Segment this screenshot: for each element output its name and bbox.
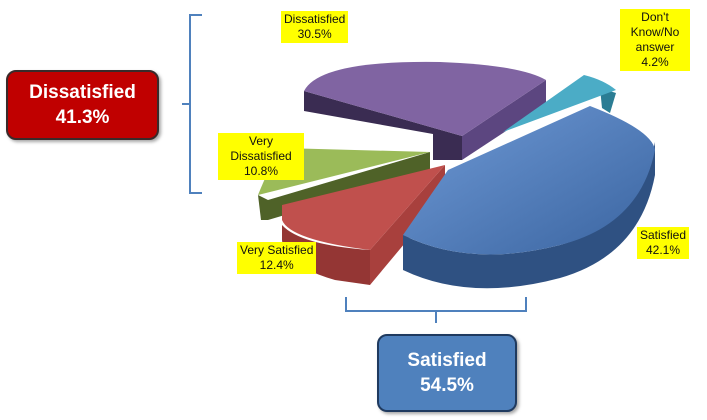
label-dissatisfied-name: Dissatisfied	[284, 12, 346, 26]
label-dont-know-name: Don't Know/No answer	[630, 10, 680, 54]
label-dissatisfied-value: 30.5%	[297, 27, 332, 41]
label-satisfied-name: Satisfied	[640, 228, 687, 242]
pie-slice-dissatisfied	[304, 61, 546, 160]
satisfied-group-value: 54.5%	[420, 375, 474, 396]
label-dont-know: Don't Know/No answer 4.2%	[620, 9, 690, 71]
label-very-dissatisfied-value: 10.8%	[243, 164, 279, 178]
satisfied-bracket	[345, 297, 527, 323]
label-very-dissatisfied-name: Very Dissatisfied	[230, 134, 292, 163]
label-satisfied: Satisfied 42.1%	[637, 227, 690, 259]
label-very-satisfied-value: 12.4%	[259, 258, 294, 272]
label-satisfied-value: 42.1%	[646, 243, 681, 257]
pie-slice-very-satisfied	[282, 165, 445, 285]
label-dissatisfied: Dissatisfied 30.5%	[281, 11, 349, 43]
dissatisfied-group-value: 41.3%	[55, 107, 110, 128]
dissatisfied-group-box: Dissatisfied 41.3%	[6, 70, 159, 140]
label-very-dissatisfied: Very Dissatisfied 10.8%	[218, 133, 304, 180]
pie-slice-satisfied	[403, 106, 655, 289]
dissatisfied-group-label: Dissatisfied	[29, 82, 136, 103]
label-very-satisfied-name: Very Satisfied	[240, 243, 314, 257]
satisfied-group-label: Satisfied	[407, 350, 487, 371]
label-dont-know-value: 4.2%	[641, 55, 669, 69]
dissatisfied-bracket	[182, 14, 202, 194]
pie-slice-dont-know	[503, 75, 616, 132]
satisfied-group-box: Satisfied 54.5%	[377, 334, 517, 412]
label-very-satisfied: Very Satisfied 12.4%	[237, 242, 317, 274]
